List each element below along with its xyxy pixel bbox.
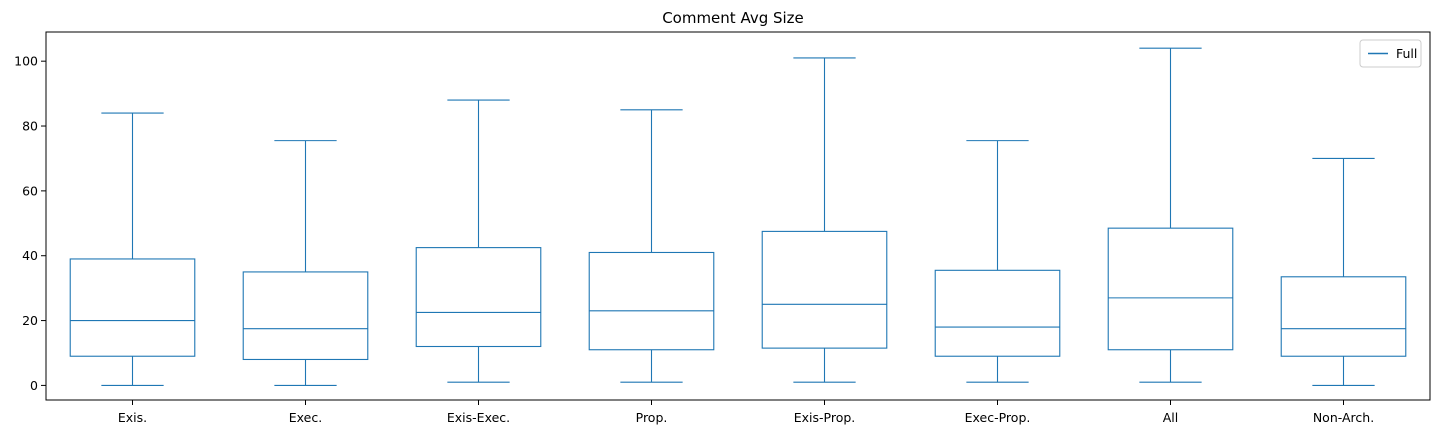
box-6 bbox=[1107, 47, 1234, 383]
x-tick-label: Exis-Prop. bbox=[794, 410, 856, 425]
plot-frame bbox=[45, 31, 1431, 401]
box-iqr bbox=[761, 230, 888, 349]
box-iqr bbox=[934, 269, 1061, 357]
chart-title: Comment Avg Size bbox=[662, 9, 804, 27]
x-tick-label: Exec. bbox=[289, 410, 322, 425]
legend: Full bbox=[1359, 39, 1422, 68]
box-4 bbox=[761, 57, 888, 383]
box-2 bbox=[415, 99, 542, 383]
box-7 bbox=[1280, 157, 1407, 386]
box-3 bbox=[588, 109, 715, 383]
box-iqr bbox=[1280, 276, 1407, 357]
x-tick-label: Exec-Prop. bbox=[965, 410, 1031, 425]
y-tick-label: 0 bbox=[30, 378, 38, 393]
legend-entry: Full bbox=[1396, 46, 1417, 61]
box-5 bbox=[934, 140, 1061, 383]
x-tick-label: Exis. bbox=[118, 410, 147, 425]
y-tick-label: 100 bbox=[14, 54, 38, 69]
legend-box bbox=[1359, 39, 1422, 68]
box-0 bbox=[69, 112, 196, 386]
x-tick-label: All bbox=[1163, 410, 1179, 425]
y-tick-label: 80 bbox=[22, 119, 38, 134]
box-iqr bbox=[588, 251, 715, 351]
y-tick-label: 40 bbox=[22, 248, 38, 263]
x-tick-label: Exis-Exec. bbox=[447, 410, 510, 425]
y-tick-label: 20 bbox=[22, 313, 38, 328]
y-tick-label: 60 bbox=[22, 183, 38, 198]
plot-area: 0 20 40 60 80 100 Exis. Exec. Exis-Exec. Prop. Exi… bbox=[14, 47, 1407, 425]
x-tick-label: Prop. bbox=[636, 410, 668, 425]
box-1 bbox=[242, 140, 369, 386]
box-iqr bbox=[1107, 227, 1234, 351]
x-tick-label: Non-Arch. bbox=[1313, 410, 1374, 425]
box-iqr bbox=[242, 271, 369, 361]
box-iqr bbox=[69, 258, 196, 357]
box-iqr bbox=[415, 247, 542, 348]
